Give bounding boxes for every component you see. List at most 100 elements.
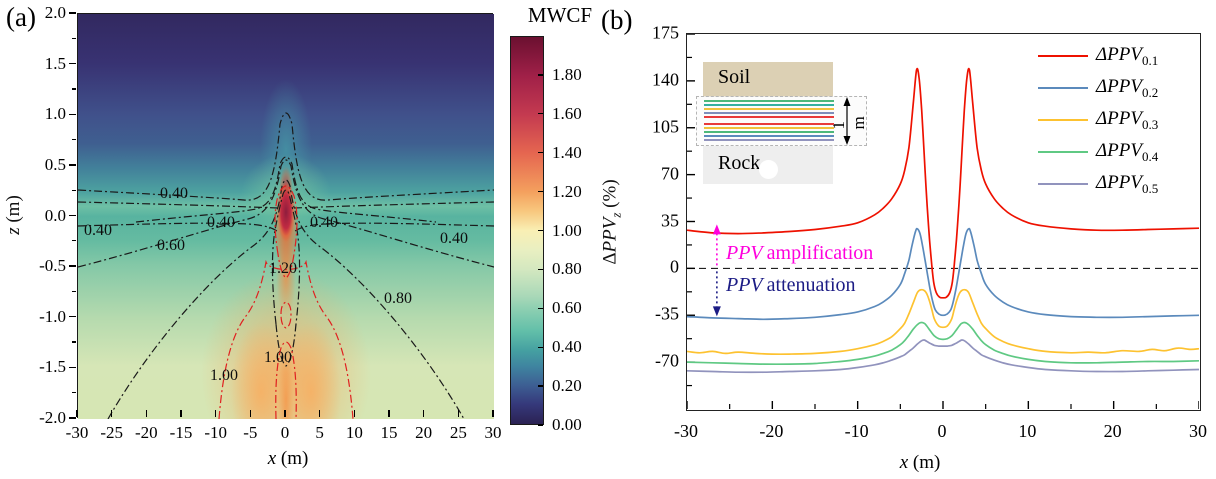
a-xtick--5 — [249, 410, 252, 417]
measure-line-2 — [704, 108, 834, 110]
cbar-tick-label-0.4: 0.40 — [552, 337, 582, 357]
panel-b-label: (b) — [601, 5, 633, 35]
b-xtick-label-20: 20 — [1103, 421, 1122, 441]
one-meter-arrow-icon — [843, 97, 851, 145]
a-ytick-minor — [72, 138, 76, 141]
a-ytick-minor — [72, 341, 76, 343]
legend-label-0.2: ΔPPV0.2 — [1096, 75, 1159, 100]
contour-label-0.40-0: 0.40 — [160, 185, 188, 202]
contour-line-0.40-0 — [78, 112, 494, 201]
a-ytick-label-0.5: 0.5 — [44, 154, 66, 174]
b-xtick-label--30: -30 — [674, 421, 698, 441]
legend-line-swatch-0.2 — [1038, 86, 1088, 90]
measure-line-5 — [704, 123, 834, 125]
b-ytick-label-70: 70 — [661, 163, 679, 184]
cbar-tick-0.4 — [538, 346, 543, 348]
panel-b-ylabel: ΔPPVz (%) — [600, 179, 625, 264]
panel-b-plot — [686, 33, 1201, 411]
cbar-tick-label-0: 0.00 — [552, 415, 582, 434]
ylabel-unit: (m) — [3, 195, 24, 223]
a-ytick--2 — [69, 417, 76, 419]
legend-label-0.1: ΔPPV0.1 — [1096, 43, 1159, 68]
amp-var: PPV — [726, 242, 763, 264]
b-xtick-label--10: -10 — [844, 421, 869, 441]
legend-label-0.4: ΔPPV0.4 — [1096, 139, 1159, 164]
ylabel-delta: Δ — [599, 252, 621, 265]
a-ytick-2 — [69, 12, 76, 14]
b-ytick-label-105: 105 — [652, 116, 679, 137]
cbar-tick-label-1.8: 1.80 — [552, 64, 582, 84]
contour-label-1.00-8: 1.00 — [264, 349, 292, 366]
a-xtick--30 — [76, 410, 78, 417]
contour-line-1.20-6 — [271, 189, 301, 367]
b-ytick-label--70: -70 — [655, 350, 679, 371]
cbar-tick-label-1: 1.00 — [552, 220, 582, 240]
panel-a-xlabel: x (m) — [268, 448, 309, 470]
contour-label-0.60-5: 0.60 — [157, 237, 185, 254]
a-ytick-label--1: -1.0 — [39, 306, 66, 326]
rock-label: Rock — [718, 152, 761, 174]
ppv-amplification-annotation: PPV amplification — [726, 242, 873, 265]
cbar-tick-1.6 — [538, 113, 543, 115]
a-xtick-25 — [457, 410, 460, 417]
contour-line-0.80-5 — [107, 179, 465, 419]
legend: ΔPPV0.1 ΔPPV0.2 ΔPPV0.3 ΔPPV0.4 ΔPPV0.5 — [1038, 40, 1158, 200]
cbar-tick-1 — [538, 229, 543, 232]
cbar-tick-label-1.4: 1.40 — [552, 142, 582, 162]
att-var: PPV — [726, 274, 763, 296]
b-ytick-label-140: 140 — [652, 69, 679, 90]
contour-line-1.00-8 — [218, 259, 354, 419]
ppv-attenuation-annotation: PPV attenuation — [726, 274, 856, 297]
a-xtick-20 — [422, 410, 425, 417]
a-xtick-0 — [284, 410, 286, 417]
inset-rock-block: Rock — [703, 146, 833, 184]
a-ytick-label-1.5: 1.5 — [44, 53, 66, 73]
contour-line-0.40-2 — [78, 222, 494, 233]
contour-label-1.00-9: 1.00 — [210, 367, 238, 384]
measure-line-1 — [704, 104, 834, 106]
b-xtick-label-30: 30 — [1189, 421, 1207, 441]
a-xtick--15 — [180, 410, 182, 417]
ylabel-var: z — [3, 227, 24, 235]
cbar-tick-0.6 — [538, 307, 543, 309]
a-xtick-label-15: 15 — [380, 423, 398, 442]
contour-line-0.60-4 — [78, 159, 494, 268]
measure-line-9 — [704, 139, 834, 141]
cbar-tick-label-0.6: 0.60 — [552, 298, 582, 318]
a-ytick--0.5 — [69, 265, 76, 267]
att-text: attenuation — [766, 274, 856, 296]
legend-line-swatch-0.3 — [1038, 118, 1088, 122]
a-ytick-label-1: 1.0 — [44, 104, 66, 124]
measure-line-8 — [704, 135, 834, 137]
contour-overlay — [78, 112, 494, 419]
inset-measure-band: 1 m — [696, 96, 868, 146]
legend-row-0.5: ΔPPV0.5 — [1038, 168, 1158, 200]
xlabel-unit-b: (m) — [912, 452, 941, 473]
inset-soil-block: Soil — [703, 62, 833, 97]
a-xtick--10 — [214, 410, 217, 417]
a-ytick-minor — [72, 392, 76, 394]
cbar-tick-1.8 — [538, 74, 543, 76]
contour-line-1.00-9 — [275, 341, 297, 419]
a-ytick-label-0: 0.0 — [44, 205, 66, 225]
cbar-tick-0 — [538, 424, 543, 426]
a-ytick-0.5 — [69, 164, 76, 166]
contour-label-0.40-3: 0.40 — [310, 214, 338, 231]
a-ytick-minor — [72, 240, 76, 242]
a-ytick-label--2: -2.0 — [39, 408, 66, 427]
panel-a-heatmap: 0.40 0.40 0.40 0.40 0.40 0.60 1.20 0.80 1.00 1.00 — [77, 13, 494, 419]
legend-row-0.1: ΔPPV0.1 — [1038, 40, 1158, 72]
a-xtick--20 — [145, 410, 148, 417]
panel-b-xlabel: x (m) — [900, 452, 941, 474]
measure-line-7 — [704, 131, 834, 133]
a-xtick-label--15: -15 — [169, 423, 193, 442]
a-xtick-label-20: 20 — [415, 423, 433, 442]
cbar-tick-1.4 — [538, 152, 543, 154]
a-xtick-label--30: -30 — [65, 423, 89, 442]
contour-line-1.00-10 — [280, 301, 292, 329]
ppv-curves-svg — [687, 34, 1199, 409]
contour-line-0.40-3 — [135, 156, 437, 223]
curve-ΔPPV0.5 — [687, 339, 1199, 374]
a-ytick-1.5 — [69, 62, 76, 65]
legend-line-swatch-0.4 — [1038, 150, 1088, 154]
